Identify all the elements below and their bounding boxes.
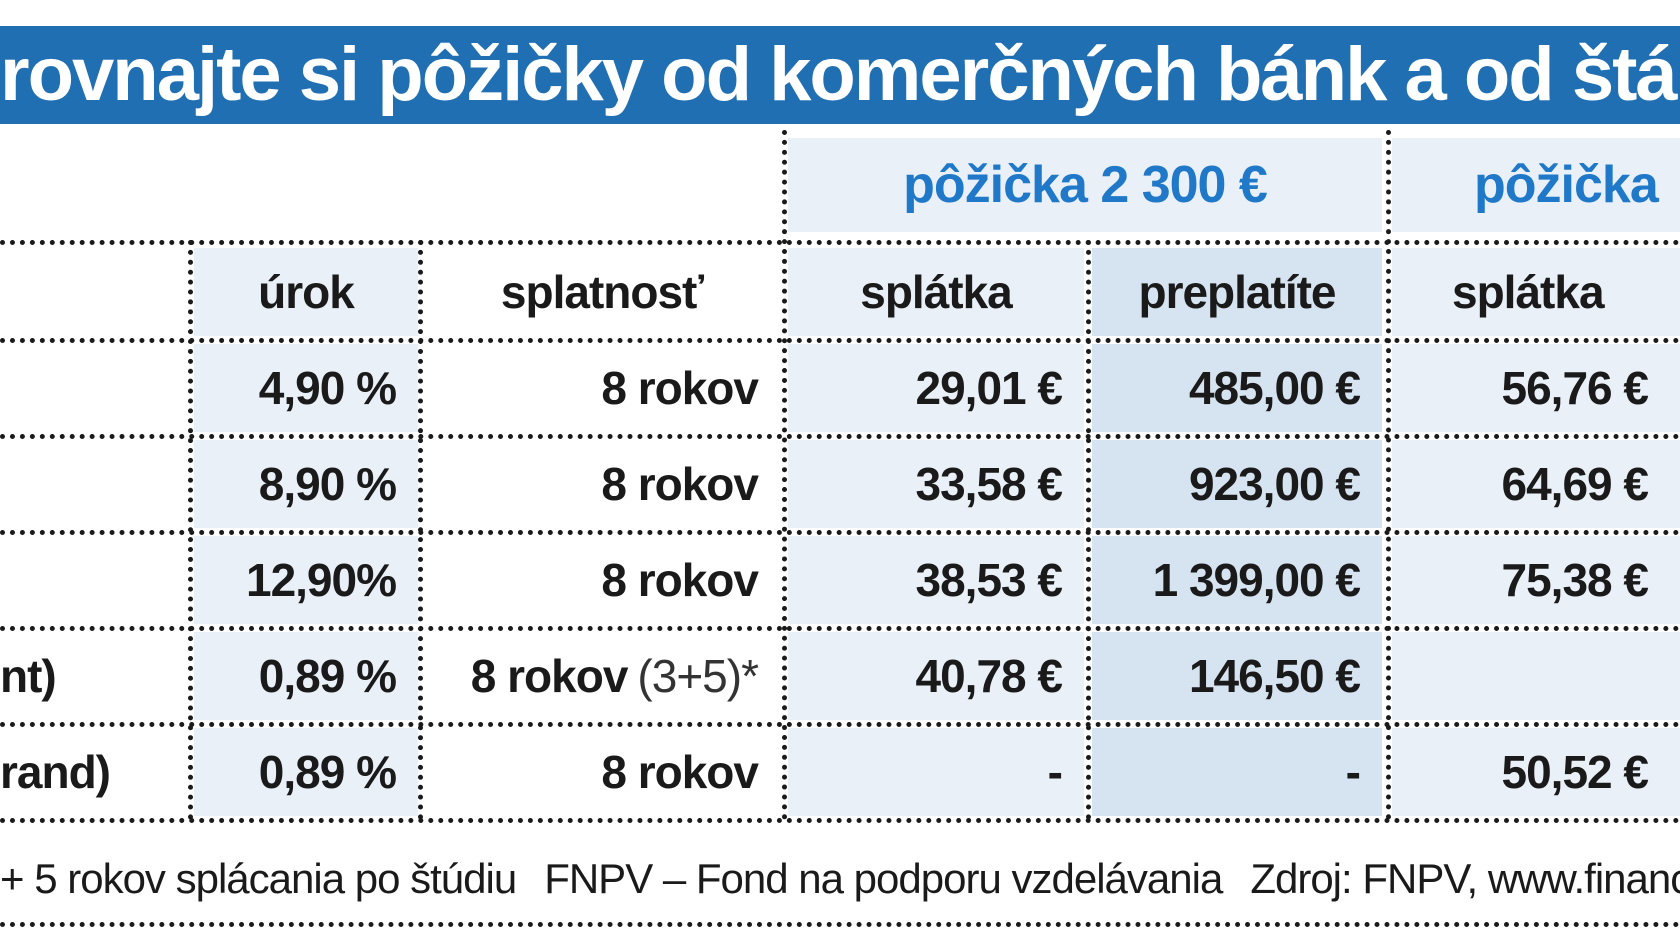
grid-line-v-1 — [188, 240, 193, 820]
row-4-urok: 0,89 % — [194, 632, 418, 720]
grid-line-h-4 — [0, 626, 1680, 631]
header-splatnost: splatnosť — [500, 266, 704, 318]
row-5-urok: 0,89 % — [194, 728, 418, 816]
grid-line-h-5 — [0, 722, 1680, 727]
row-4-preplatite: 146,50 € — [1092, 632, 1382, 720]
row-2-preplatite: 923,00 € — [1092, 440, 1382, 528]
row-4-label: nt) — [0, 650, 57, 702]
grid-line-h-0 — [0, 240, 1680, 245]
row-5-splatka-1: - — [788, 728, 1084, 816]
grid-line-v-2 — [418, 240, 423, 820]
grid-line-v-3 — [782, 130, 787, 820]
row-2-splatnost: 8 rokov — [601, 458, 759, 510]
row-1-preplatite: 485,00 € — [1092, 344, 1382, 432]
row-2-splatka-2: 64,69 € — [1392, 440, 1680, 528]
row-3-splatka-2: 75,38 € — [1392, 536, 1680, 624]
header-preplatite: preplatíte — [1092, 248, 1382, 336]
row-2-urok: 8,90 % — [194, 440, 418, 528]
row-5-preplatite: - — [1092, 728, 1382, 816]
footer-part-3: Zdroj: FNPV, www.financ — [1250, 855, 1680, 902]
header-splatka-2: splátka — [1392, 248, 1680, 336]
row-4-splatnost: 8 rokov (3+5)* — [424, 632, 780, 720]
row-3-urok: 12,90% — [194, 536, 418, 624]
row-5-splatka-2: 50,52 € — [1392, 728, 1680, 816]
row-3-preplatite: 1 399,00 € — [1092, 536, 1382, 624]
group-header-loan-2300: pôžička 2 300 € — [788, 138, 1382, 232]
grid-line-h-6 — [0, 818, 1680, 823]
grid-line-h-1 — [0, 338, 1680, 343]
row-1-splatka-2: 56,76 € — [1392, 344, 1680, 432]
row-4-splatnost-value: 8 rokov — [470, 650, 629, 702]
row-1-splatnost: 8 rokov — [601, 362, 759, 414]
grid-line-h-2 — [0, 434, 1680, 439]
grid-line-v-5 — [1386, 130, 1391, 820]
row-3-splatnost: 8 rokov — [601, 554, 759, 606]
title-bar: rovnajte si pôžičky od komerčných bánk a… — [0, 26, 1680, 124]
row-1-splatka-1: 29,01 € — [788, 344, 1084, 432]
grid-line-h-7 — [0, 922, 1680, 927]
row-4-splatka-2 — [1392, 632, 1680, 720]
row-5-label: rand) — [0, 746, 111, 798]
row-1-urok: 4,90 % — [194, 344, 418, 432]
grid-line-v-4 — [1086, 240, 1091, 820]
row-5-splatnost: 8 rokov — [601, 746, 759, 798]
table-title: rovnajte si pôžičky od komerčných bánk a… — [0, 32, 1678, 117]
row-3-splatka-1: 38,53 € — [788, 536, 1084, 624]
header-urok: úrok — [194, 248, 418, 336]
footer-part-1: + 5 rokov splácania po štúdiu — [0, 855, 517, 902]
group-header-loan-2: pôžička — [1392, 138, 1680, 232]
row-2-splatka-1: 33,58 € — [788, 440, 1084, 528]
row-4-splatka-1: 40,78 € — [788, 632, 1084, 720]
row-4-splatnost-extra: (3+5)* — [637, 650, 759, 702]
footer-part-2: FNPV – Fond na podporu vzdelávania — [544, 855, 1223, 902]
header-splatka-1: splátka — [788, 248, 1084, 336]
footer-note: + 5 rokov splácania po štúdiu FNPV – Fon… — [0, 848, 1680, 910]
grid-line-h-3 — [0, 530, 1680, 535]
